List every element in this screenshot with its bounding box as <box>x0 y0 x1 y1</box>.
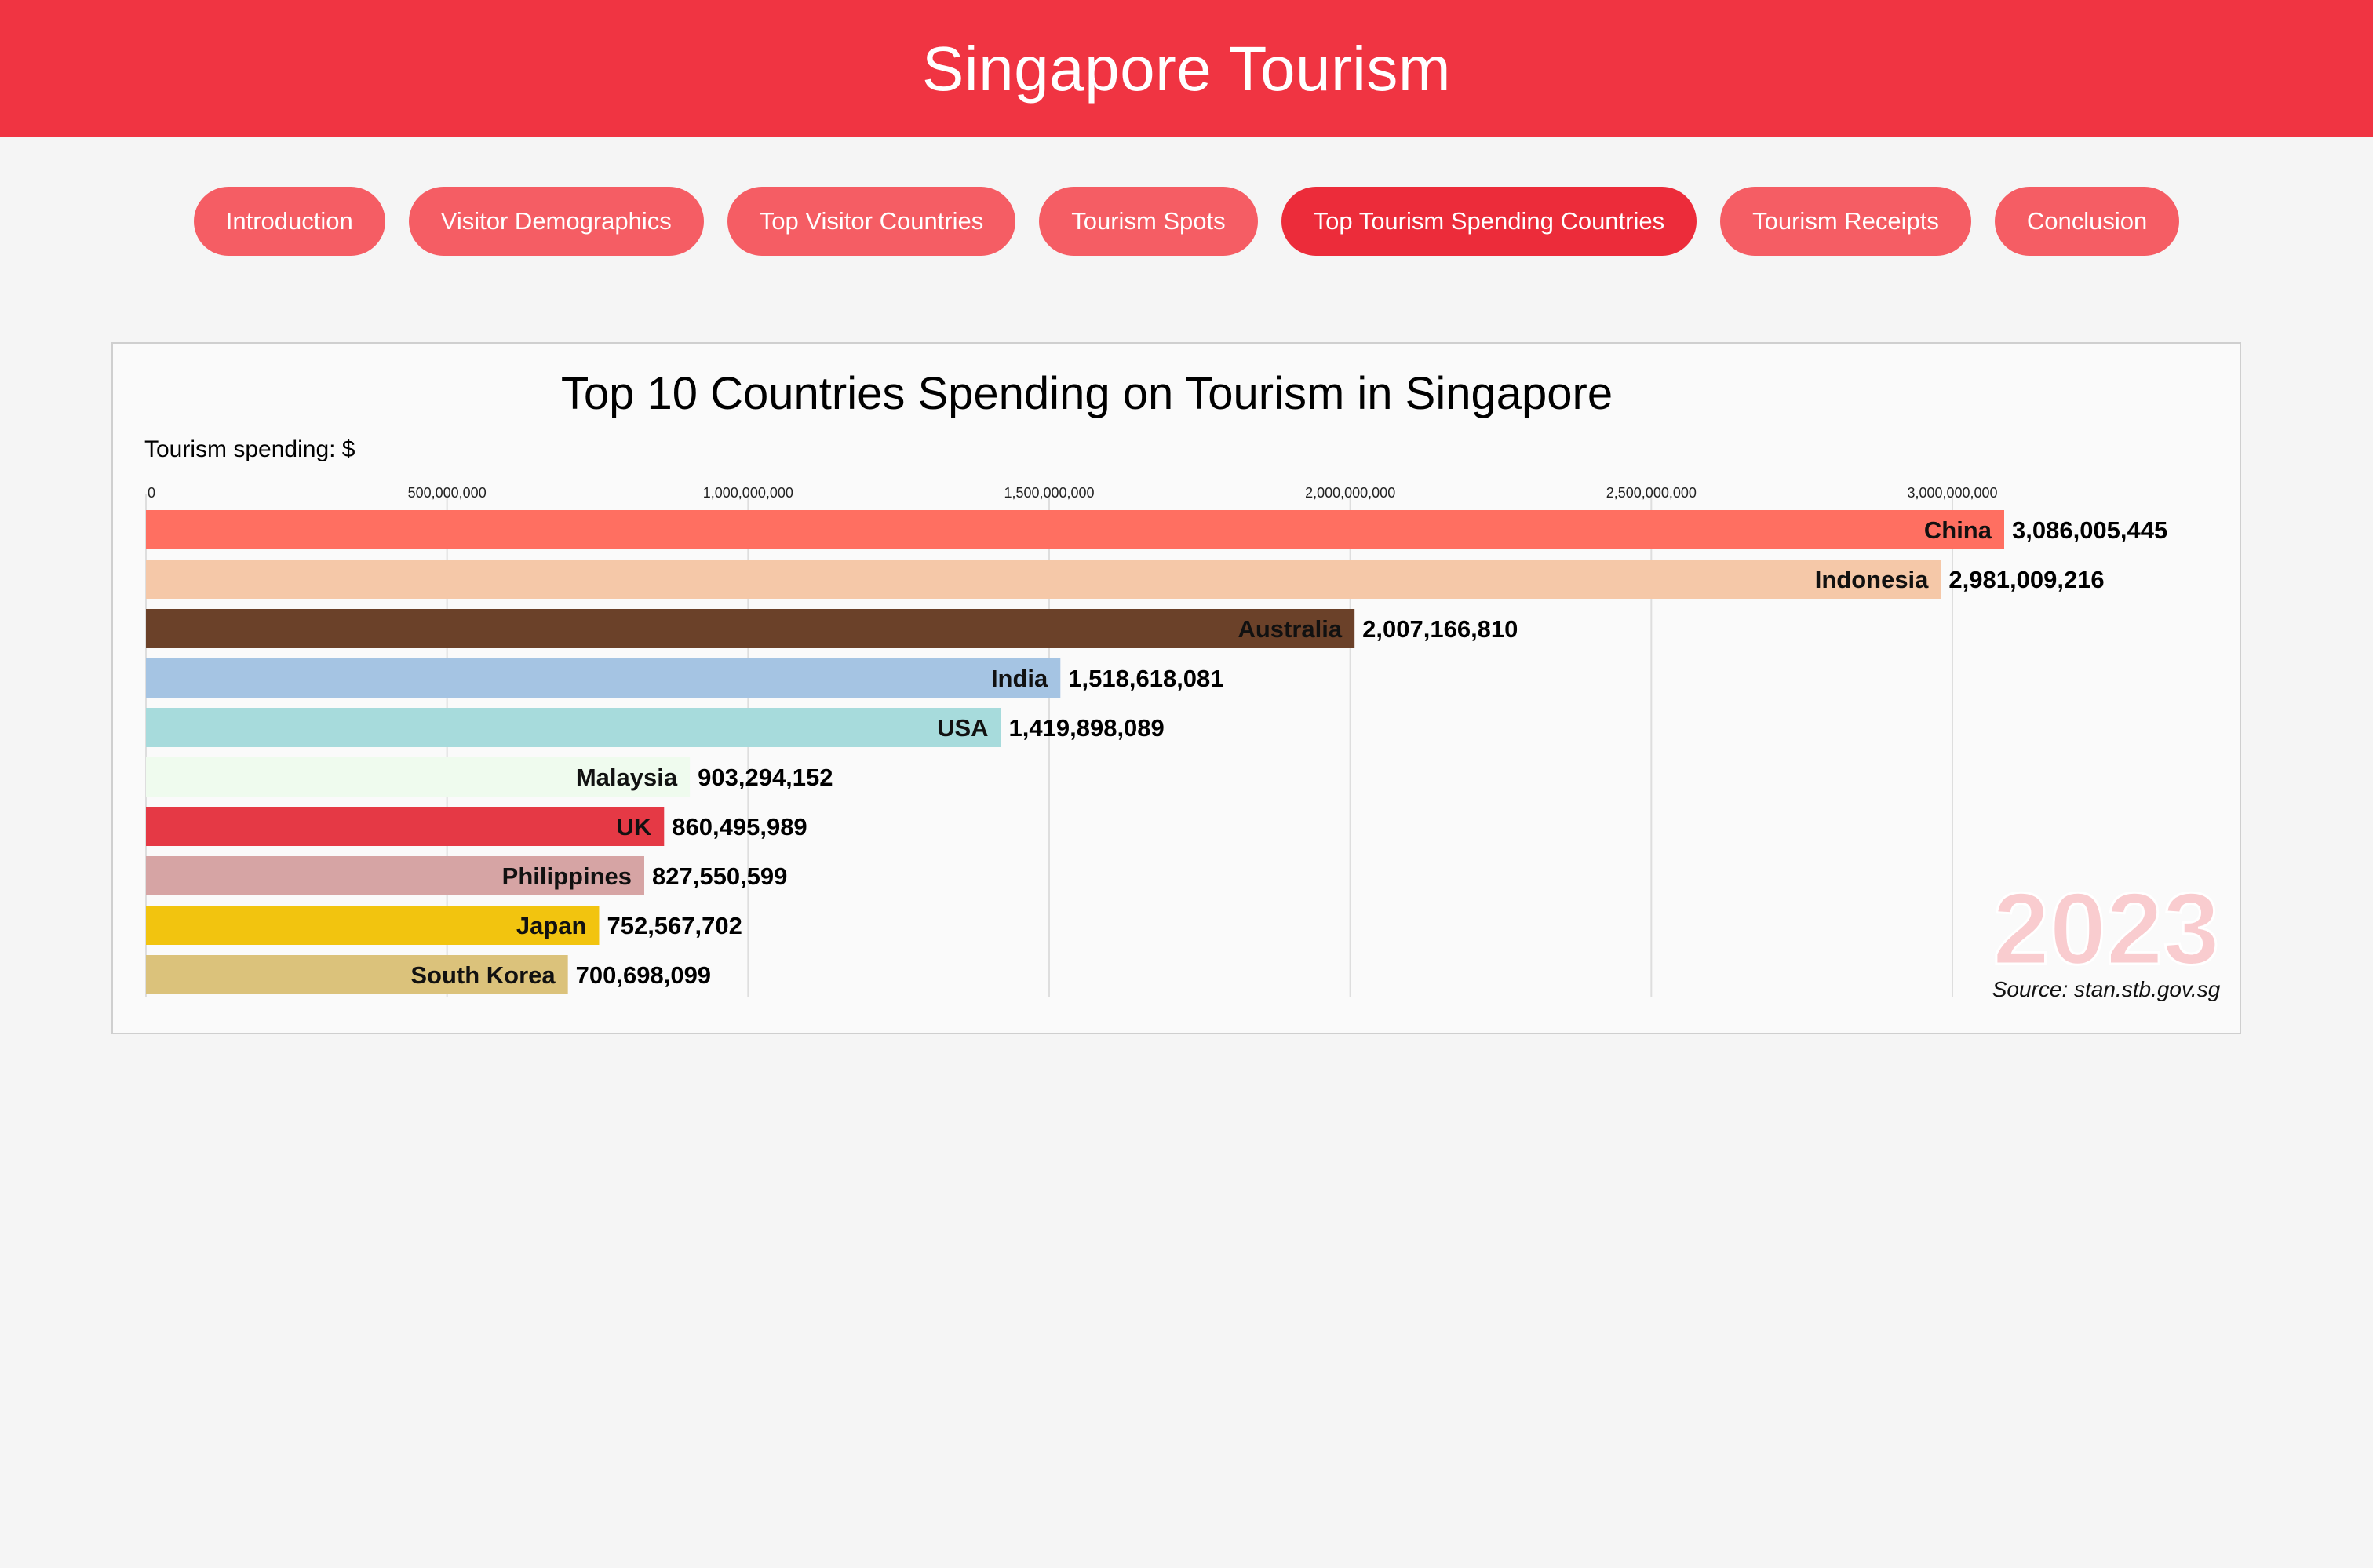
bar-category-label: Malaysia <box>576 764 678 791</box>
bar-philippines <box>146 856 645 895</box>
bar-value-label: 1,419,898,089 <box>1009 714 1165 742</box>
x-tick-label: 2,000,000,000 <box>1305 485 1395 501</box>
bar-malaysia <box>146 757 691 797</box>
bar-category-label: UK <box>617 813 652 841</box>
nav-button-top-tourism-spending-countries[interactable]: Top Tourism Spending Countries <box>1281 187 1697 256</box>
x-tick-label: 1,000,000,000 <box>703 485 793 501</box>
bar-category-label: Australia <box>1238 615 1342 643</box>
bar-china <box>146 510 2004 549</box>
source-note: Source: stan.stb.gov.sg <box>1992 977 2221 1001</box>
bar-indonesia <box>146 560 1941 599</box>
nav-button-tourism-spots[interactable]: Tourism Spots <box>1039 187 1258 256</box>
x-tick-label: 0 <box>148 485 155 501</box>
bar-chart: 0 500,000,000 1,000,000,000 1,500,000,000 2,… <box>145 485 2221 1001</box>
x-tick-label: 500,000,000 <box>408 485 487 501</box>
bar-value-label: 2,981,009,216 <box>1948 566 2104 593</box>
bar-value-label: 700,698,099 <box>576 961 711 989</box>
x-tick-label: 2,500,000,000 <box>1606 485 1697 501</box>
bar-value-label: 860,495,989 <box>672 813 807 841</box>
bar-value-label: 903,294,152 <box>698 764 833 791</box>
bar-category-label: South Korea <box>410 961 556 989</box>
bar-value-label: 752,567,702 <box>607 912 742 939</box>
nav-button-visitor-demographics[interactable]: Visitor Demographics <box>408 187 704 256</box>
x-tick-label: 3,000,000,000 <box>1907 485 1997 501</box>
nav-button-top-visitor-countries[interactable]: Top Visitor Countries <box>727 187 1016 256</box>
site-header: Singapore Tourism <box>0 0 2373 137</box>
bar-category-label: Philippines <box>502 862 632 890</box>
bar-category-label: USA <box>937 714 988 742</box>
bar-value-label: 3,086,005,445 <box>2012 516 2167 544</box>
bar-uk <box>146 807 665 846</box>
bar-australia <box>146 609 1355 648</box>
bar-category-label: Japan <box>516 912 587 939</box>
chart-card: 0 500,000,000 1,000,000,000 1,500,000,000 2,… <box>111 342 2241 1034</box>
bar-india <box>146 658 1061 698</box>
chart-title: Top 10 Countries Spending on Tourism in … <box>560 368 1613 419</box>
bar-category-label: India <box>991 665 1048 692</box>
bar-usa <box>146 708 1001 747</box>
x-tick-label: 1,500,000,000 <box>1004 485 1094 501</box>
bar-category-label: China <box>1924 516 1992 544</box>
bar-value-label: 1,518,618,081 <box>1068 665 1223 692</box>
nav-button-conclusion[interactable]: Conclusion <box>1994 187 2180 256</box>
section-nav: Introduction Visitor Demographics Top Visi… <box>0 187 2373 256</box>
year-watermark: 2023 <box>1992 871 2219 986</box>
bar-category-label: Indonesia <box>1815 566 1929 593</box>
bar-value-label: 827,550,599 <box>652 862 787 890</box>
bar-south-korea <box>146 955 568 994</box>
chart-axis-label: Tourism spending: $ <box>144 436 355 462</box>
nav-button-introduction[interactable]: Introduction <box>193 187 385 256</box>
site-title: Singapore Tourism <box>921 33 1452 104</box>
bar-japan <box>146 906 600 945</box>
nav-button-tourism-receipts[interactable]: Tourism Receipts <box>1720 187 1971 256</box>
bar-value-label: 2,007,166,810 <box>1362 615 1518 643</box>
